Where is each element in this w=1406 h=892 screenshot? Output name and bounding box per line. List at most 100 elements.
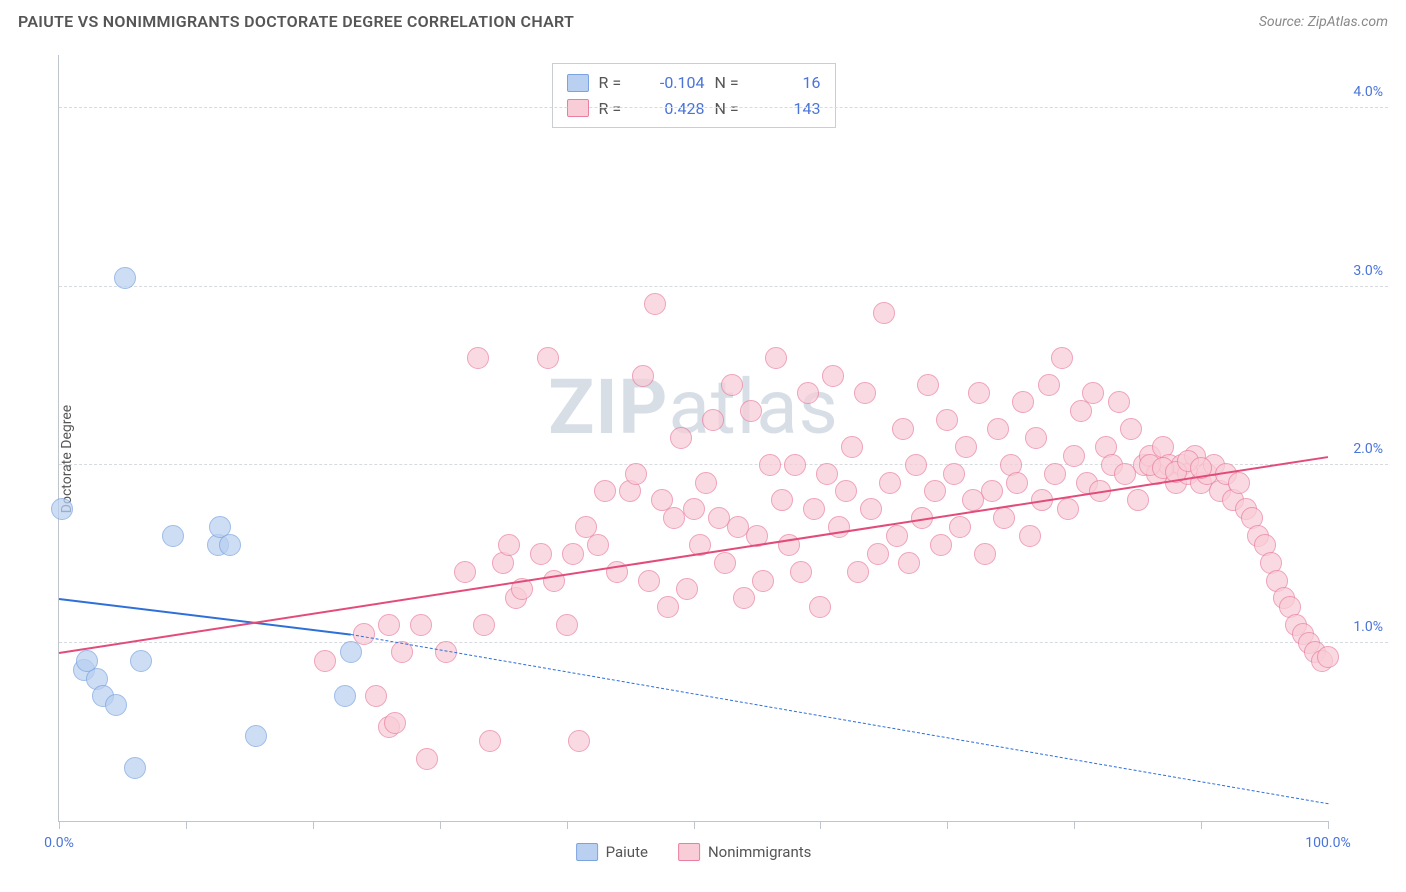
data-point <box>1120 418 1142 440</box>
data-point <box>594 480 616 502</box>
data-point <box>828 516 850 538</box>
data-point <box>841 436 863 458</box>
data-point <box>790 561 812 583</box>
data-point <box>562 543 584 565</box>
data-point <box>530 543 552 565</box>
data-point <box>765 347 787 369</box>
data-point <box>993 507 1015 529</box>
data-point <box>943 463 965 485</box>
data-point <box>949 516 971 538</box>
swatch-nonimmigrants-icon <box>678 843 700 861</box>
gridline <box>59 107 1388 108</box>
legend-item-paiute: Paiute <box>576 843 648 861</box>
regression-line <box>351 634 1328 804</box>
swatch-paiute-icon <box>576 843 598 861</box>
x-tick <box>694 821 695 829</box>
data-point <box>930 534 952 556</box>
data-point <box>1317 646 1339 668</box>
chart-title: PAIUTE VS NONIMMIGRANTS DOCTORATE DEGREE… <box>18 12 574 31</box>
data-point <box>537 347 559 369</box>
data-point <box>219 534 241 556</box>
source-label: Source: ZipAtlas.com <box>1259 14 1388 30</box>
plot-area: ZIPatlas R = -0.104 N = 16 R = 0.428 N =… <box>58 55 1328 822</box>
data-point <box>473 614 495 636</box>
data-point <box>568 730 590 752</box>
data-point <box>76 650 98 672</box>
data-point <box>334 685 356 707</box>
chart-container: Doctorate Degree ZIPatlas R = -0.104 N =… <box>18 45 1388 872</box>
n-value-paiute: 16 <box>761 70 821 96</box>
data-point <box>740 400 762 422</box>
data-point <box>378 614 400 636</box>
data-point <box>1044 463 1066 485</box>
data-point <box>410 614 432 636</box>
bottom-legend: Paiute Nonimmigrants <box>576 843 812 861</box>
gridline <box>59 286 1388 287</box>
data-point <box>51 498 73 520</box>
gridline <box>59 642 1388 643</box>
data-point <box>873 302 895 324</box>
data-point <box>105 694 127 716</box>
data-point <box>981 480 1003 502</box>
stat-legend: R = -0.104 N = 16 R = 0.428 N = 143 <box>552 63 836 128</box>
data-point <box>886 525 908 547</box>
y-tick-label: 4.0% <box>1353 84 1383 100</box>
data-point <box>1051 347 1073 369</box>
data-point <box>759 454 781 476</box>
data-point <box>454 561 476 583</box>
data-point <box>695 472 717 494</box>
data-point <box>556 614 578 636</box>
regression-line <box>59 456 1328 654</box>
data-point <box>714 552 736 574</box>
data-point <box>479 730 501 752</box>
x-tick <box>313 821 314 829</box>
data-point <box>847 561 869 583</box>
r-value-paiute: -0.104 <box>645 70 705 96</box>
stat-legend-row-paiute: R = -0.104 N = 16 <box>567 70 821 96</box>
data-point <box>670 427 692 449</box>
data-point <box>467 347 489 369</box>
data-point <box>968 382 990 404</box>
x-tick-label: 100.0% <box>1305 835 1350 851</box>
data-point <box>625 463 647 485</box>
data-point <box>644 293 666 315</box>
legend-item-nonimmigrants: Nonimmigrants <box>678 843 811 861</box>
data-point <box>784 454 806 476</box>
data-point <box>816 463 838 485</box>
data-point <box>1228 472 1250 494</box>
data-point <box>936 409 958 431</box>
y-tick-label: 1.0% <box>1353 619 1383 635</box>
data-point <box>587 534 609 556</box>
data-point <box>752 570 774 592</box>
data-point <box>1025 427 1047 449</box>
data-point <box>771 489 793 511</box>
x-tick <box>59 821 60 829</box>
data-point <box>987 418 1009 440</box>
data-point <box>822 365 844 387</box>
data-point <box>416 748 438 770</box>
data-point <box>124 757 146 779</box>
data-point <box>797 382 819 404</box>
data-point <box>1019 525 1041 547</box>
x-tick <box>1074 821 1075 829</box>
data-point <box>632 365 654 387</box>
data-point <box>924 480 946 502</box>
data-point <box>676 578 698 600</box>
data-point <box>854 382 876 404</box>
data-point <box>365 685 387 707</box>
data-point <box>892 418 914 440</box>
y-tick-label: 2.0% <box>1353 441 1383 457</box>
chart-header: PAIUTE VS NONIMMIGRANTS DOCTORATE DEGREE… <box>18 12 1388 31</box>
data-point <box>860 498 882 520</box>
data-point <box>955 436 977 458</box>
data-point <box>733 587 755 609</box>
data-point <box>835 480 857 502</box>
data-point <box>803 498 825 520</box>
data-point <box>879 472 901 494</box>
data-point <box>657 596 679 618</box>
data-point <box>1012 391 1034 413</box>
swatch-paiute <box>567 74 589 92</box>
data-point <box>543 570 565 592</box>
data-point <box>245 725 267 747</box>
data-point <box>162 525 184 547</box>
